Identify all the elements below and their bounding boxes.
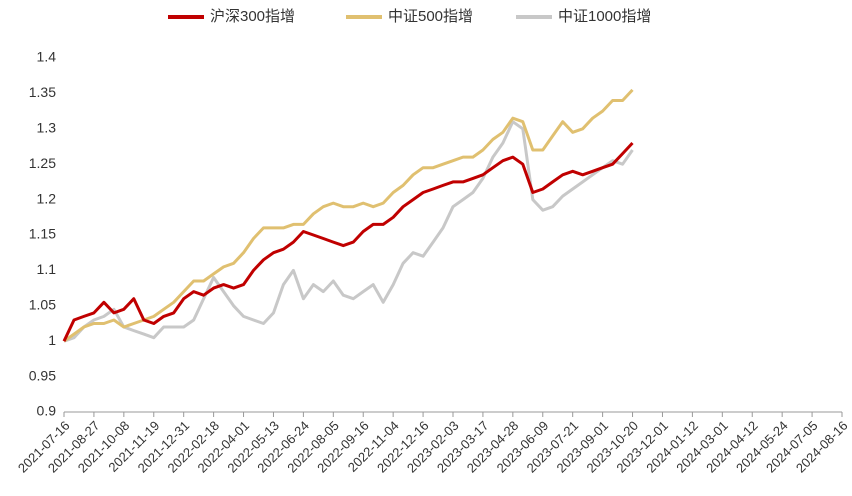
y-tick-label: 1.4 [37, 49, 57, 65]
y-tick-label: 1.35 [29, 84, 56, 100]
legend-label: 沪深300指增 [210, 8, 295, 25]
legend-label: 中证1000指增 [558, 8, 651, 25]
y-tick-label: 1.3 [37, 120, 57, 136]
y-tick-label: 1.1 [37, 261, 57, 277]
legend-label: 中证500指增 [388, 8, 473, 25]
y-tick-label: 1.25 [29, 155, 56, 171]
series-line [62, 141, 634, 342]
y-tick-label: 1.05 [29, 297, 56, 313]
y-tick-label: 0.9 [37, 403, 57, 419]
y-tick-label: 1.15 [29, 226, 56, 242]
y-tick-label: 1 [48, 332, 56, 348]
y-tick-label: 1.2 [37, 190, 57, 206]
series-line [63, 88, 634, 343]
series-line [63, 120, 634, 343]
y-tick-label: 0.95 [29, 367, 56, 383]
